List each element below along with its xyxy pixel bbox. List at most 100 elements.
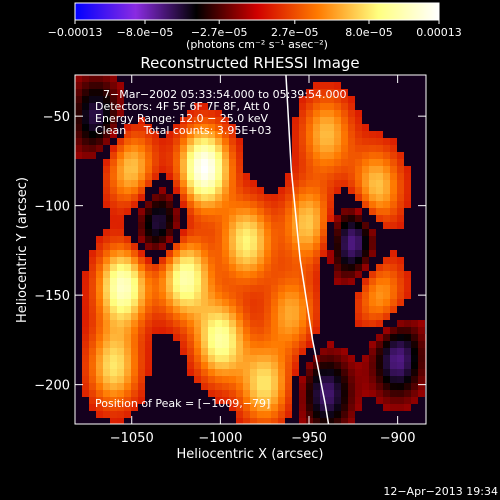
heatmap-cell	[187, 299, 195, 307]
heatmap-cell	[201, 180, 209, 188]
heatmap-cell	[124, 313, 132, 321]
heatmap-cell	[355, 201, 363, 209]
heatmap-cell	[124, 257, 132, 265]
heatmap-cell	[355, 404, 363, 412]
heatmap-cell	[271, 166, 279, 174]
heatmap-cell	[299, 411, 307, 419]
heatmap-cell	[376, 145, 384, 153]
heatmap-cell	[264, 383, 272, 391]
heatmap-cell	[180, 390, 188, 398]
heatmap-cell	[138, 159, 146, 167]
heatmap-cell	[341, 306, 349, 314]
heatmap-cell	[96, 180, 104, 188]
heatmap-cell	[159, 397, 167, 405]
heatmap-cell	[355, 292, 363, 300]
y-tick-label: −50	[43, 110, 70, 125]
heatmap-cell	[215, 264, 223, 272]
heatmap-cell	[110, 75, 118, 83]
heatmap-cell	[383, 404, 391, 412]
heatmap-cell	[334, 236, 342, 244]
heatmap-cell	[306, 103, 314, 111]
heatmap-cell	[180, 264, 188, 272]
heatmap-cell	[173, 236, 181, 244]
footer-date: 12−Apr−2013 19:34	[383, 485, 498, 498]
heatmap-cell	[89, 145, 97, 153]
heatmap-cell	[327, 341, 335, 349]
heatmap-cell	[103, 201, 111, 209]
heatmap-cell	[390, 243, 398, 251]
heatmap-cell	[411, 327, 419, 335]
heatmap-cell	[159, 264, 167, 272]
x-tick-label: −1000	[198, 431, 242, 446]
heatmap-cell	[271, 334, 279, 342]
heatmap-cell	[250, 215, 258, 223]
heatmap-cell	[264, 138, 272, 146]
heatmap-cell	[264, 278, 272, 286]
heatmap-cell	[96, 320, 104, 328]
heatmap-cell	[362, 264, 370, 272]
heatmap-cell	[215, 89, 223, 97]
heatmap-cell	[82, 278, 90, 286]
heatmap-cell	[397, 313, 405, 321]
heatmap-cell	[236, 411, 244, 419]
heatmap-cell	[264, 271, 272, 279]
annotation-time-range: 7−Mar−2002 05:33:54.000 to 05:39:54.000	[103, 88, 347, 101]
heatmap-cell	[180, 341, 188, 349]
heatmap-cell	[383, 271, 391, 279]
heatmap-cell	[208, 110, 216, 118]
heatmap-cell	[187, 75, 195, 83]
heatmap-cell	[411, 383, 419, 391]
heatmap-cell	[117, 82, 125, 90]
heatmap-cell	[348, 264, 356, 272]
heatmap-cell	[355, 362, 363, 370]
heatmap-cell	[362, 341, 370, 349]
heatmap-cell	[257, 299, 265, 307]
heatmap-cell	[320, 257, 328, 265]
heatmap-cell	[82, 75, 90, 83]
heatmap-cell	[271, 208, 279, 216]
heatmap-cell	[362, 166, 370, 174]
heatmap-cell	[243, 229, 251, 237]
heatmap-cell	[208, 159, 216, 167]
heatmap-cell	[222, 187, 230, 195]
heatmap-cell	[271, 110, 279, 118]
heatmap-cell	[173, 145, 181, 153]
heatmap-cell	[299, 313, 307, 321]
heatmap-cell	[320, 369, 328, 377]
heatmap-cell	[334, 278, 342, 286]
heatmap-cell	[180, 250, 188, 258]
heatmap-cell	[320, 152, 328, 160]
heatmap-cell	[208, 376, 216, 384]
heatmap-cell	[236, 180, 244, 188]
heatmap-cell	[117, 362, 125, 370]
heatmap-cell	[208, 404, 216, 412]
heatmap-cell	[194, 194, 202, 202]
heatmap-cell	[313, 397, 321, 405]
heatmap-cell	[278, 110, 286, 118]
y-axis-label: Heliocentric Y (arcsec)	[15, 177, 30, 323]
heatmap-cell	[271, 173, 279, 181]
heatmap-cell	[82, 285, 90, 293]
heatmap-cell	[313, 418, 321, 424]
heatmap-cell	[390, 187, 398, 195]
heatmap-cell	[306, 187, 314, 195]
heatmap-cell	[376, 117, 384, 125]
heatmap-cell	[306, 194, 314, 202]
heatmap-cell	[299, 180, 307, 188]
heatmap-cell	[103, 215, 111, 223]
heatmap-cell	[341, 173, 349, 181]
heatmap-cell	[341, 390, 349, 398]
heatmap-cell	[376, 257, 384, 265]
heatmap-cell	[215, 320, 223, 328]
heatmap-cell	[355, 110, 363, 118]
heatmap-cell	[201, 166, 209, 174]
heatmap-cell	[292, 320, 300, 328]
heatmap-cell	[75, 131, 83, 139]
heatmap-cell	[166, 250, 174, 258]
heatmap-cell	[173, 369, 181, 377]
heatmap-cell	[257, 369, 265, 377]
heatmap-cell	[236, 82, 244, 90]
heatmap-cell	[124, 341, 132, 349]
heatmap-cell	[89, 89, 97, 97]
heatmap-cell	[369, 110, 377, 118]
